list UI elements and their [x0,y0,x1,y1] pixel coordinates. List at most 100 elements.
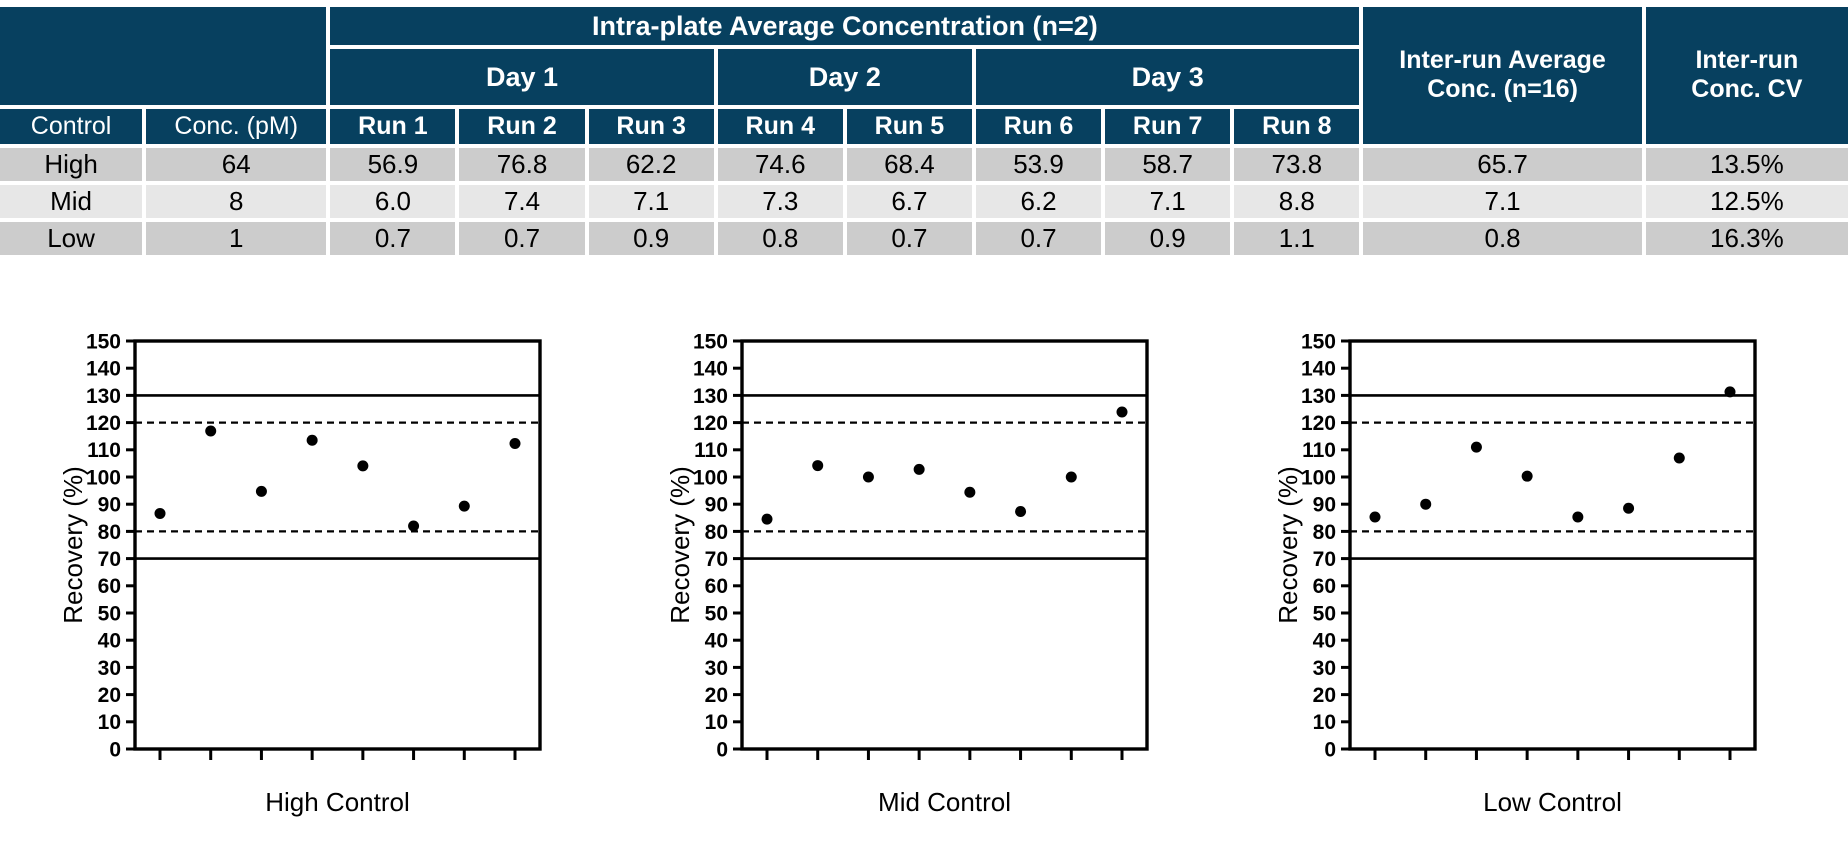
svg-text:70: 70 [98,548,121,571]
qc-concentration-table: Intra-plate Average Concentration (n=2) … [0,3,1848,259]
data-point [862,471,874,483]
svg-text:0: 0 [716,738,728,761]
svg-text:20: 20 [98,684,121,707]
cv-cell: 13.5% [1645,148,1848,181]
run-cell: 0.9 [1105,222,1231,255]
data-point [408,520,420,532]
recovery-charts-section: 0 10 20 30 40 50 60 70 80 90 100 110 120 130 140 150 Rec… [0,283,1848,843]
data-point [1065,471,1077,483]
low-control-recovery-chart: 0 10 20 30 40 50 60 70 80 90 100 110 120 130 140 150 Rec… [1275,330,1757,817]
run-cell: 6.2 [975,185,1102,218]
table-title: Intra-plate Average Concentration (n=2) [330,7,1360,45]
day-3-header: Day 3 [975,49,1360,105]
svg-text:100: 100 [86,466,121,489]
plot-frame [133,339,542,751]
svg-text:10: 10 [705,711,728,734]
svg-text:60: 60 [1313,575,1336,598]
run-cell: 0.8 [717,222,843,255]
data-point [1369,511,1381,523]
svg-text:130: 130 [86,385,121,408]
svg-text:10: 10 [1313,711,1336,734]
mid-control-recovery-chart: 0 10 20 30 40 50 60 70 80 90 100 110 120 130 140 150 Rec… [667,330,1149,817]
data-point [1521,470,1533,482]
data-point [357,460,369,472]
corner-blank-cell [0,7,327,105]
day-2-header: Day 2 [717,49,972,105]
conc-cell: 1 [146,222,327,255]
data-point [761,513,773,525]
run-cell: 53.9 [975,148,1102,181]
svg-text:50: 50 [98,602,121,625]
run-5-header: Run 5 [846,109,972,144]
svg-text:80: 80 [98,521,121,544]
run-1-header: Run 1 [330,109,456,144]
svg-text:110: 110 [694,439,728,462]
run-cell: 68.4 [846,148,972,181]
svg-text:0: 0 [1324,738,1336,761]
run-cell: 0.9 [588,222,714,255]
svg-text:140: 140 [86,358,121,381]
run-4-header: Run 4 [717,109,843,144]
run-7-header: Run 7 [1105,109,1231,144]
conc-header: Conc. (pM) [146,109,327,144]
data-point [1116,406,1128,418]
cv-cell: 16.3% [1645,222,1848,255]
conc-cell: 8 [146,185,327,218]
run-cell: 6.0 [330,185,456,218]
svg-text:10: 10 [98,711,121,734]
data-point [1420,498,1432,510]
svg-text:90: 90 [98,494,121,517]
inter-run-avg-header: Inter-run Average Conc. (n=16) [1363,7,1642,144]
plot-frame [740,339,1149,751]
run-cell: 6.7 [846,185,972,218]
data-point [509,438,521,450]
run-cell: 76.8 [459,148,585,181]
svg-text:20: 20 [705,684,728,707]
y-axis-label: Recovery (%) [1275,466,1303,623]
data-point [1470,441,1482,453]
svg-text:110: 110 [87,439,121,462]
svg-text:30: 30 [1313,657,1336,680]
high-control-recovery-chart: 0 10 20 30 40 50 60 70 80 90 100 110 120 130 140 150 Rec… [60,330,542,817]
run-cell: 56.9 [330,148,456,181]
data-point [458,500,470,512]
run-6-header: Run 6 [975,109,1102,144]
avg-cell: 7.1 [1363,185,1642,218]
svg-text:100: 100 [693,466,728,489]
svg-text:0: 0 [109,738,121,761]
data-point [1623,502,1635,514]
run-cell: 8.8 [1234,185,1360,218]
data-point [1673,452,1685,464]
run-cell: 7.3 [717,185,843,218]
data-point [1572,511,1584,523]
run-cell: 0.7 [459,222,585,255]
data-point [205,425,217,437]
data-point [812,460,824,472]
svg-text:50: 50 [1313,602,1336,625]
run-cell: 73.8 [1234,148,1360,181]
day-1-header: Day 1 [330,49,714,105]
run-cell: 74.6 [717,148,843,181]
svg-text:20: 20 [1313,684,1336,707]
svg-text:40: 40 [1313,630,1336,653]
svg-text:130: 130 [693,385,728,408]
svg-text:90: 90 [705,494,728,517]
svg-text:50: 50 [705,602,728,625]
svg-text:150: 150 [693,330,728,353]
svg-text:120: 120 [1301,412,1336,435]
svg-text:90: 90 [1313,494,1336,517]
svg-text:80: 80 [705,521,728,544]
data-point [1724,386,1736,398]
run-cell: 58.7 [1105,148,1231,181]
control-cell: High [0,148,143,181]
svg-text:60: 60 [705,575,728,598]
svg-text:70: 70 [1313,548,1336,571]
svg-text:150: 150 [1301,330,1336,353]
y-axis-label: Recovery (%) [667,466,695,623]
svg-text:40: 40 [705,630,728,653]
control-cell: Mid [0,185,143,218]
table-row-mid: Mid 8 6.0 7.4 7.1 7.3 6.7 6.2 7.1 8.8 7.… [0,185,1848,218]
run-cell: 0.7 [330,222,456,255]
svg-text:30: 30 [705,657,728,680]
svg-text:140: 140 [693,358,728,381]
